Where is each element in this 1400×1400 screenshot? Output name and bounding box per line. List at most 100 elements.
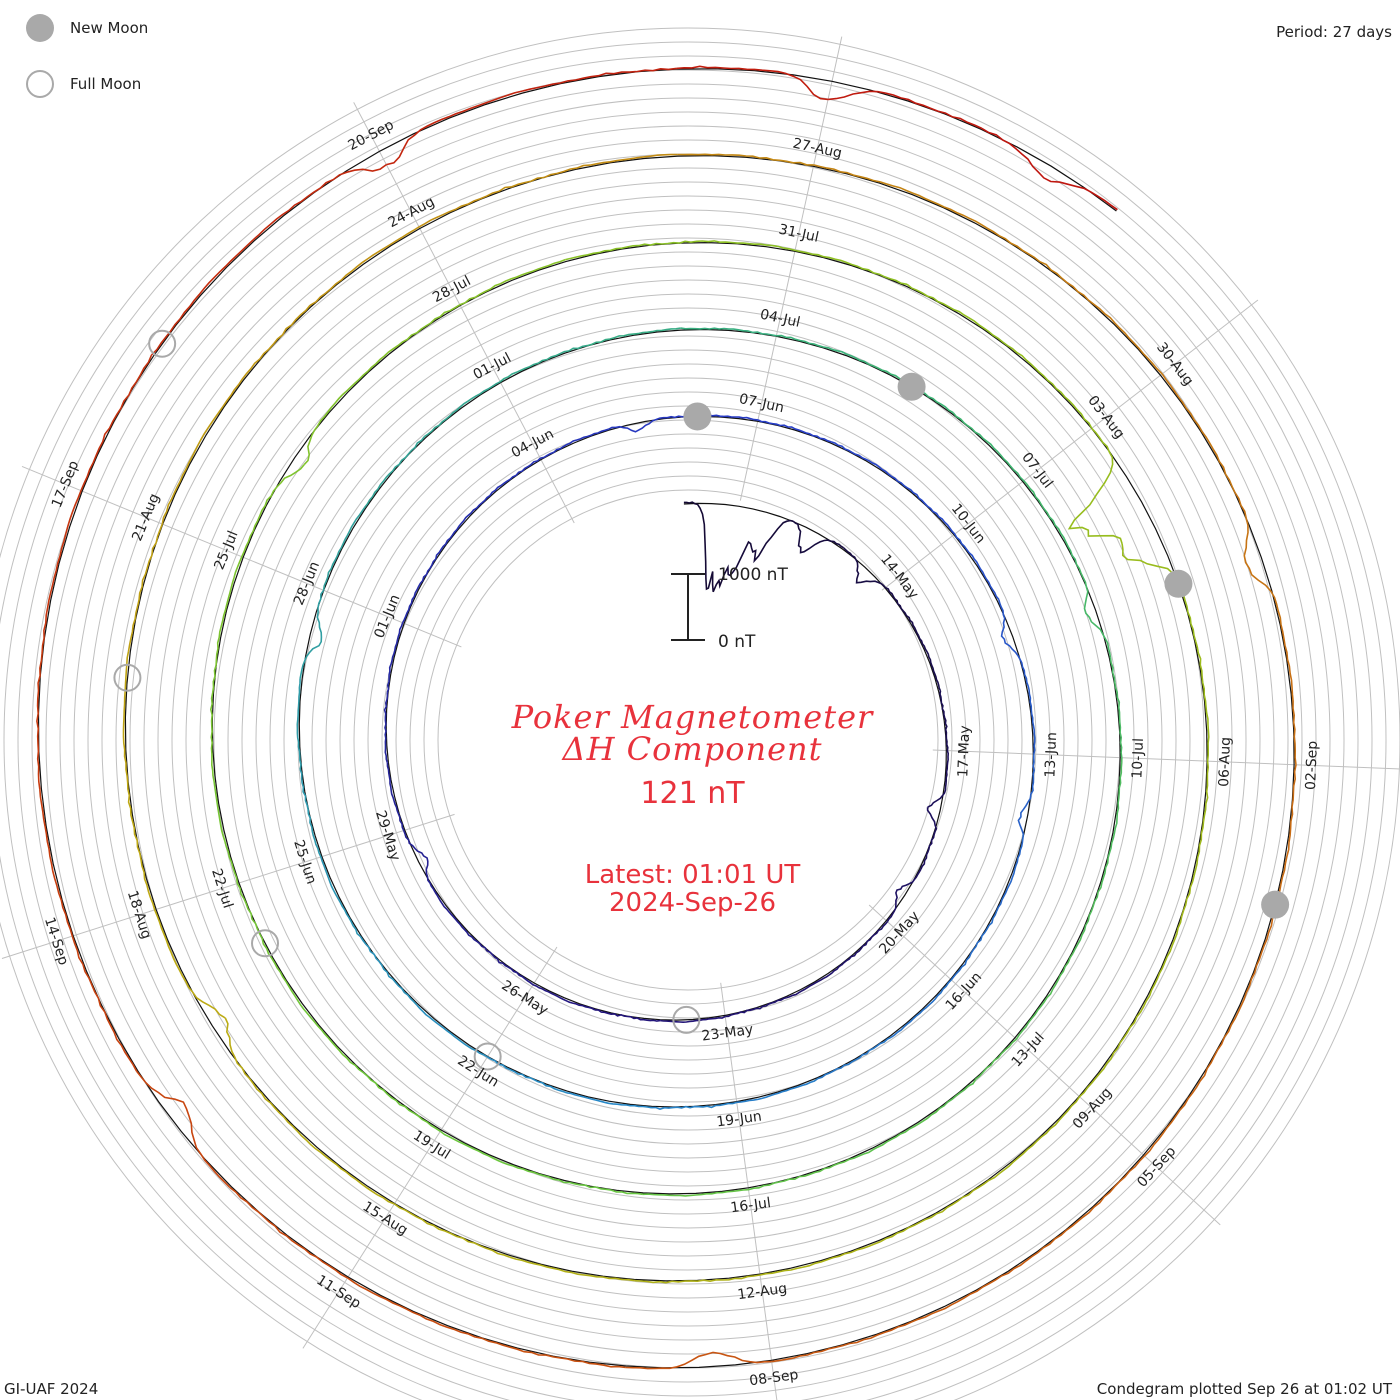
trace-segment bbox=[660, 1015, 726, 1024]
grid-ring bbox=[437, 489, 939, 991]
baseline-spiral bbox=[37, 68, 1295, 1369]
date-label: 28-Jun bbox=[291, 559, 323, 607]
trace-segment bbox=[532, 984, 596, 1011]
legend-new-moon-label: New Moon bbox=[70, 19, 149, 37]
trace-segment bbox=[757, 419, 832, 443]
trace-segment bbox=[486, 1056, 567, 1094]
trace-segment bbox=[642, 1188, 749, 1197]
trace-segment bbox=[402, 830, 436, 893]
trace-segment bbox=[367, 304, 461, 373]
trace-segment bbox=[759, 1240, 881, 1276]
trace-segment bbox=[939, 1038, 1017, 1110]
trace-segment bbox=[224, 1017, 294, 1127]
grid-ring bbox=[199, 251, 1177, 1229]
trace-segment bbox=[927, 750, 950, 808]
radial-grid-line bbox=[353, 102, 575, 524]
trace-segment bbox=[292, 1125, 395, 1205]
trace-segment bbox=[212, 775, 239, 884]
trace-segment bbox=[416, 1004, 488, 1058]
trace-segment bbox=[363, 436, 425, 509]
radial-grid-line bbox=[932, 749, 1400, 770]
trace-segment bbox=[950, 910, 998, 981]
trace-segment bbox=[952, 412, 1025, 482]
trace-segment bbox=[401, 558, 437, 624]
trace-segment bbox=[1075, 563, 1112, 659]
trace-segment bbox=[943, 206, 1063, 279]
trace-segment bbox=[786, 964, 843, 999]
baseline-rings bbox=[37, 68, 1295, 1369]
trace-segment bbox=[36, 637, 45, 790]
trace-segment bbox=[393, 1203, 511, 1258]
date-label: 04-Jun bbox=[509, 426, 557, 461]
trace-segment bbox=[1023, 480, 1078, 565]
trace-segment bbox=[792, 520, 845, 554]
trace-segment bbox=[1015, 952, 1074, 1040]
trace-segment bbox=[594, 1009, 661, 1022]
trace-segment bbox=[1107, 757, 1123, 859]
full-moon-icon bbox=[26, 70, 54, 98]
date-label: 27-Aug bbox=[791, 136, 843, 162]
date-label: 04-Jul bbox=[759, 307, 802, 331]
trace-segment bbox=[322, 507, 366, 591]
trace-segment bbox=[1161, 373, 1236, 493]
trace-segment bbox=[481, 1337, 626, 1369]
radial-grid-line bbox=[302, 946, 558, 1349]
trace-segment bbox=[354, 1064, 441, 1132]
date-label: 16-Jul bbox=[730, 1195, 772, 1216]
grid-ring bbox=[143, 195, 1233, 1285]
latest-time: Latest: 01:01 UT bbox=[584, 860, 801, 890]
scale-bar: 1000 nT 0 nT bbox=[671, 565, 788, 652]
scale-bottom-label: 0 nT bbox=[718, 632, 756, 652]
date-label: 05-Sep bbox=[1134, 1143, 1179, 1190]
trace-segment bbox=[39, 789, 74, 937]
trace-segment bbox=[954, 533, 1000, 600]
trace-segment bbox=[538, 1173, 644, 1196]
trace-segment bbox=[499, 344, 588, 383]
grid-ring bbox=[353, 405, 1023, 1075]
date-label: 10-Jul bbox=[1129, 738, 1147, 779]
trace-segment bbox=[725, 996, 788, 1018]
trace-segment bbox=[1078, 995, 1151, 1098]
grid-ring bbox=[185, 237, 1191, 1243]
radial-grid-line bbox=[868, 904, 1221, 1226]
trace-segment bbox=[479, 943, 534, 986]
trace-segment bbox=[843, 547, 887, 589]
grid-ring bbox=[157, 209, 1219, 1271]
trace-segment bbox=[209, 665, 217, 777]
trace-segment bbox=[1072, 857, 1109, 954]
trace-segment bbox=[150, 239, 254, 356]
grid-ring bbox=[311, 363, 1065, 1117]
date-label: 14-Sep bbox=[41, 915, 71, 967]
credit-label: GI-UAF 2024 bbox=[4, 1380, 99, 1398]
date-label: 08-Sep bbox=[748, 1367, 799, 1389]
trace-segment bbox=[906, 283, 1008, 347]
trace-segment bbox=[347, 1277, 483, 1340]
grid-ring bbox=[45, 97, 1331, 1383]
trace-segment bbox=[303, 370, 369, 466]
trace-segment bbox=[651, 1101, 738, 1110]
trace-segment bbox=[634, 1274, 761, 1284]
date-label: 13-Jul bbox=[1009, 1030, 1048, 1071]
trace-segment bbox=[80, 354, 153, 491]
period-label: Period: 27 days bbox=[1276, 23, 1392, 41]
trace-segment bbox=[1017, 754, 1036, 835]
trace-segment bbox=[161, 405, 224, 525]
trace-segment bbox=[71, 935, 138, 1072]
date-label: 10-Jun bbox=[948, 501, 989, 547]
trace-segment bbox=[911, 1251, 1039, 1323]
radial-grid-line bbox=[720, 982, 778, 1400]
trace-segment bbox=[939, 690, 949, 751]
trace-segment bbox=[299, 589, 325, 679]
full-moon-marker bbox=[473, 1042, 502, 1071]
trace-segment bbox=[222, 304, 311, 407]
grid-ring bbox=[115, 167, 1261, 1313]
date-label: 15-Aug bbox=[360, 1199, 411, 1239]
trace-segment bbox=[296, 678, 302, 770]
full-moon-marker bbox=[113, 663, 142, 692]
grid-ring bbox=[73, 125, 1303, 1355]
trace-segment bbox=[1148, 881, 1194, 997]
trace-segment bbox=[386, 90, 523, 166]
date-label: 09-Aug bbox=[1070, 1085, 1115, 1133]
plotted-label: Condegram plotted Sep 26 at 01:02 UT bbox=[1096, 1380, 1392, 1398]
trace-segment bbox=[299, 769, 322, 858]
